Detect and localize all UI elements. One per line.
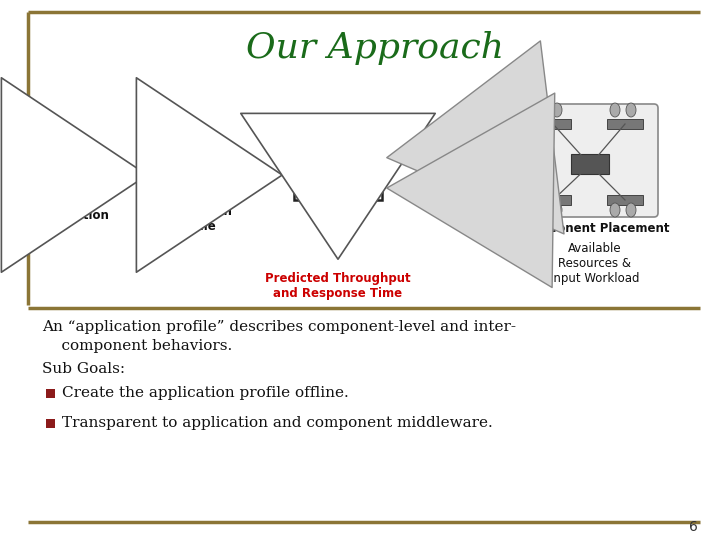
FancyBboxPatch shape: [535, 195, 571, 205]
Ellipse shape: [56, 158, 68, 172]
Ellipse shape: [68, 180, 79, 194]
Ellipse shape: [626, 203, 636, 217]
Text: Performance
Modeling: Performance Modeling: [290, 156, 386, 184]
FancyBboxPatch shape: [607, 195, 643, 205]
Text: 6: 6: [689, 520, 698, 534]
FancyBboxPatch shape: [180, 146, 218, 194]
Bar: [46, 389, 55, 398]
Text: Application
Profile: Application Profile: [158, 205, 233, 233]
Ellipse shape: [53, 178, 63, 192]
FancyBboxPatch shape: [177, 149, 215, 197]
Text: An “application profile” describes component-level and inter-: An “application profile” describes compo…: [42, 320, 516, 334]
Text: Transparent to application and component middleware.: Transparent to application and component…: [62, 416, 492, 430]
Ellipse shape: [538, 203, 548, 217]
Text: Component Placement: Component Placement: [521, 222, 670, 235]
FancyBboxPatch shape: [571, 154, 609, 174]
Ellipse shape: [538, 103, 548, 117]
Ellipse shape: [610, 103, 620, 117]
Text: Application: Application: [35, 209, 109, 222]
Ellipse shape: [626, 103, 636, 117]
FancyBboxPatch shape: [535, 119, 571, 129]
Text: component behaviors.: component behaviors.: [42, 339, 233, 353]
Ellipse shape: [74, 158, 86, 172]
Text: Create the application profile offline.: Create the application profile offline.: [62, 386, 348, 400]
FancyBboxPatch shape: [607, 119, 643, 129]
Text: Predicted Throughput
and Response Time: Predicted Throughput and Response Time: [265, 272, 411, 300]
Text: Our Approach: Our Approach: [246, 31, 504, 65]
FancyBboxPatch shape: [46, 149, 98, 201]
FancyBboxPatch shape: [294, 140, 382, 200]
FancyBboxPatch shape: [532, 104, 658, 217]
FancyBboxPatch shape: [183, 143, 221, 191]
Ellipse shape: [552, 103, 562, 117]
Ellipse shape: [610, 203, 620, 217]
Bar: [46, 419, 55, 428]
Text: Available
Resources &
Input Workload: Available Resources & Input Workload: [550, 242, 640, 285]
Text: Sub Goals:: Sub Goals:: [42, 362, 125, 376]
Ellipse shape: [552, 203, 562, 217]
